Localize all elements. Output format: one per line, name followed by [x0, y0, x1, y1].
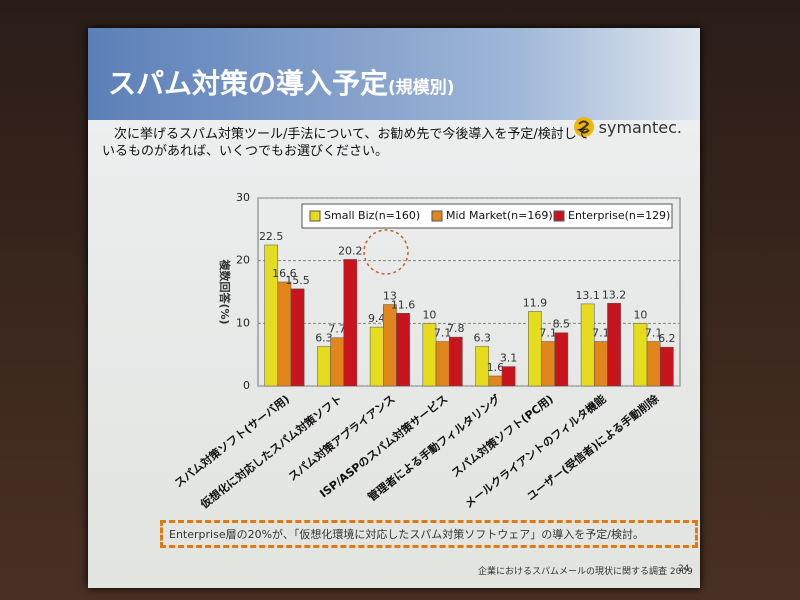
logo: symantec.: [573, 116, 682, 138]
legend-label: Enterprise(n=129): [568, 209, 670, 222]
legend-label: Small Biz(n=160): [324, 209, 420, 222]
legend-swatch: [431, 210, 443, 222]
y-tick-label: 10: [236, 316, 250, 329]
logo-mark: [573, 117, 594, 137]
data-label: 15.5: [285, 274, 310, 287]
data-label: 7.8: [447, 322, 465, 335]
bar: [277, 281, 292, 387]
title-suffix: (規模別): [388, 78, 455, 98]
slide-title: スパム対策の導入予定(規模別): [108, 62, 455, 102]
data-label: 13.1: [575, 289, 600, 302]
bar: [488, 375, 503, 387]
data-label: 16.6: [272, 267, 297, 280]
note: Enterprise層の20%が、「仮想化環境に対応したスパム対策ソフトウェア」…: [160, 520, 698, 548]
x-tick-label: スパム対策ソフト(PC用): [449, 392, 556, 480]
bar: [594, 341, 608, 387]
page-number: 24: [678, 564, 690, 574]
bar: [501, 366, 516, 387]
y-tick-label: 30: [236, 191, 250, 204]
bar: [383, 304, 397, 387]
bar: [330, 337, 344, 387]
data-label: 13.2: [602, 288, 627, 301]
title-bar: [88, 28, 700, 120]
data-label: 7.1: [539, 327, 557, 340]
data-label: 1.6: [487, 361, 505, 374]
bar: [580, 303, 595, 387]
data-label: 7.1: [592, 327, 610, 340]
data-label: 10: [633, 308, 647, 321]
data-label: 13: [383, 290, 397, 303]
data-label: 10: [422, 308, 436, 321]
x-tick-label: スパム対策アプライアンス: [285, 392, 397, 484]
bar: [396, 313, 410, 387]
bar: [607, 303, 621, 387]
bar: [369, 326, 384, 387]
data-label: 3.1: [500, 352, 518, 365]
footer: 企業におけるスパムメールの現状に関する調査 2009: [478, 567, 693, 577]
data-label: 7.1: [645, 327, 663, 340]
note-text: Enterprise層の20%が、「仮想化環境に対応したスパム対策ソフトウェア」…: [169, 528, 645, 541]
bar: [659, 346, 674, 387]
data-label: 22.5: [259, 230, 284, 243]
bar: [541, 341, 555, 387]
highlight-circle: [363, 229, 409, 275]
bar: [554, 332, 569, 387]
legend-swatch: [309, 210, 321, 222]
data-label: 20.2: [338, 244, 363, 257]
data-label: 9.4: [368, 312, 386, 325]
data-label: 7.7: [328, 323, 346, 336]
bar: [448, 336, 463, 387]
data-label: 8.5: [553, 318, 571, 331]
bar: [528, 311, 542, 387]
bar: [343, 259, 358, 387]
y-tick-label: 0: [243, 379, 250, 392]
bar: [646, 341, 661, 387]
data-label: 6.3: [315, 332, 333, 345]
data-label: 6.2: [658, 332, 676, 345]
y-tick-label: 20: [236, 254, 250, 267]
bar: [475, 346, 490, 387]
title-main: スパム対策の導入予定: [108, 67, 389, 100]
question: 次に挙げるスパム対策ツール/手法について、お勧め先で今後導入を予定/検討している…: [102, 127, 590, 159]
data-label: 11.6: [391, 298, 416, 311]
legend-box: [301, 203, 673, 229]
bar: [435, 341, 450, 387]
slide: スパム対策の導入予定(規模別) symantec. 次に挙げるスパム対策ツール/…: [88, 28, 700, 588]
logo-text: symantec.: [598, 117, 682, 137]
y-axis-label: 複数回答(%): [218, 258, 232, 324]
chart: 0102030複数回答(%)スパム対策ソフト(サーバ用)22.516.615.5…: [172, 191, 681, 512]
bar: [290, 288, 305, 387]
bar: [317, 346, 331, 387]
legend-swatch: [553, 210, 565, 222]
data-label: 7.1: [434, 327, 452, 340]
data-label: 11.9: [523, 296, 548, 309]
legend-label: Mid Market(n=169): [446, 209, 553, 222]
data-label: 6.3: [473, 332, 491, 345]
